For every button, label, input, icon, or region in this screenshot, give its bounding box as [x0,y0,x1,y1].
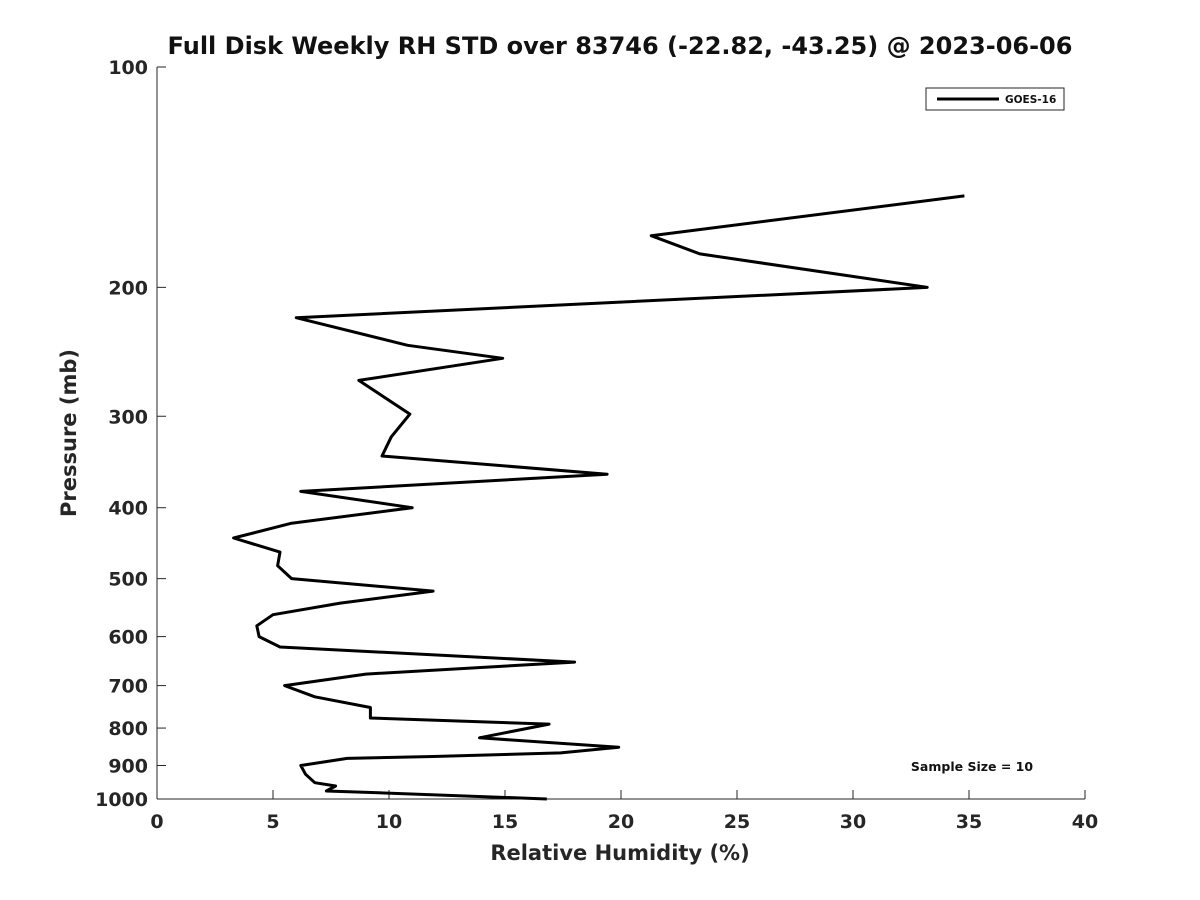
x-tick-label: 10 [376,811,402,833]
x-tick-label: 15 [492,811,518,833]
chart-title: Full Disk Weekly RH STD over 83746 (-22.… [168,32,1073,60]
x-tick-label: 30 [840,811,866,833]
legend: GOES-16 [925,87,1065,111]
y-tick-label: 100 [108,57,148,79]
y-tick-label: 500 [108,569,148,591]
x-axis: 0 5 10 15 20 25 30 35 40 [150,790,1098,833]
series-group [232,194,965,801]
sample-size-annotation: Sample Size = 10 [911,759,1033,774]
y-axis-label: Pressure (mb) [57,349,81,517]
x-tick-label: 40 [1072,811,1098,833]
x-tick-label: 35 [956,811,982,833]
x-tick-label: 20 [608,811,634,833]
y-tick-label: 900 [108,756,148,778]
y-tick-label: 600 [108,627,148,649]
series-line-goes-16 [232,194,965,801]
x-tick-label: 5 [266,811,279,833]
x-axis-label: Relative Humidity (%) [490,841,749,865]
y-tick-label: 700 [108,676,148,698]
y-tick-label: 200 [108,277,148,299]
y-tick-label: 800 [108,718,148,740]
y-axis: 100 200 300 400 500 600 700 800 900 1000 [95,57,166,811]
x-tick-label: 25 [724,811,750,833]
legend-label-goes-16: GOES-16 [1005,94,1056,106]
y-tick-label: 1000 [95,789,148,811]
x-tick-label: 0 [150,811,163,833]
y-tick-label: 400 [108,498,148,520]
y-tick-label: 300 [108,406,148,428]
